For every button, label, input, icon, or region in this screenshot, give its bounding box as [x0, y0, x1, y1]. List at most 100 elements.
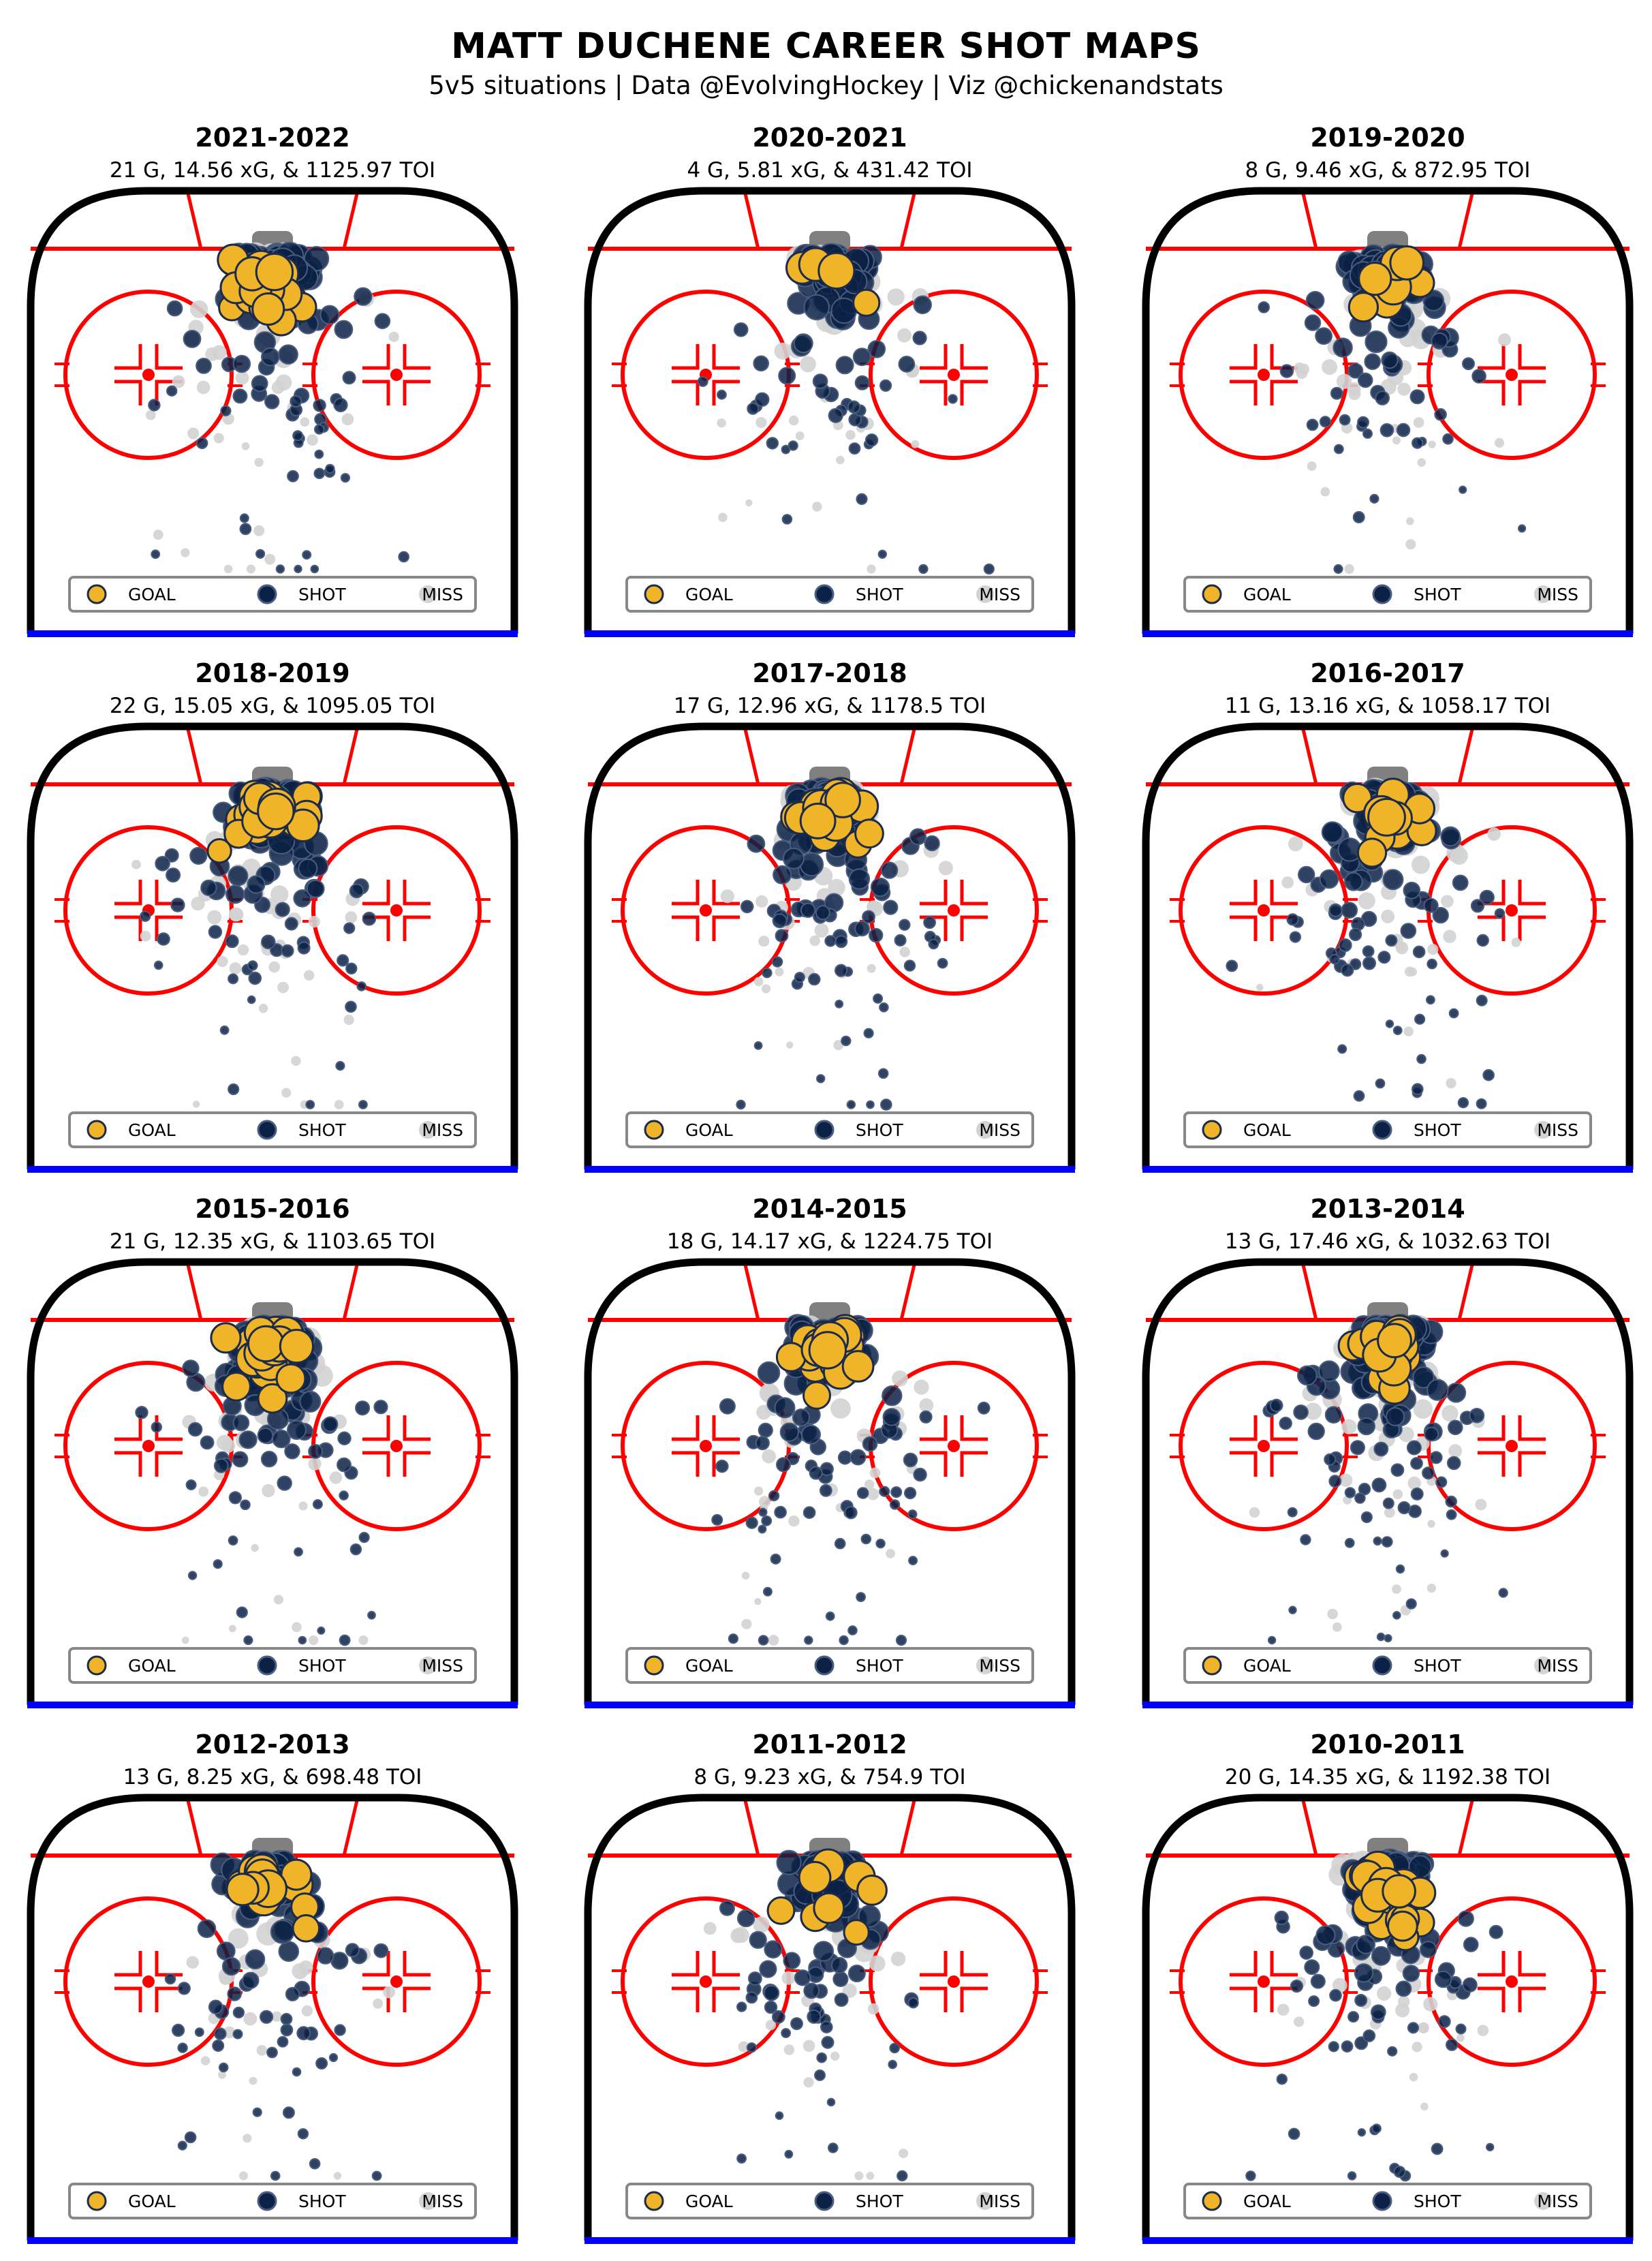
shot-marker — [1349, 927, 1362, 941]
shot-marker — [1337, 1044, 1347, 1054]
faceoff-l-mark — [114, 915, 142, 941]
miss-marker — [228, 1625, 236, 1633]
shot-marker — [339, 1634, 351, 1646]
shot-marker — [1324, 1406, 1343, 1424]
shot-marker — [835, 356, 854, 375]
legend-miss-label: MISS — [1537, 1120, 1578, 1140]
goal-marker — [766, 1896, 796, 1925]
miss-marker — [1344, 564, 1354, 574]
miss-marker — [131, 859, 141, 870]
miss-marker — [1392, 1489, 1403, 1500]
shot-marker — [290, 395, 302, 407]
faceoff-l-mark — [672, 1451, 700, 1477]
shot-marker — [1339, 414, 1351, 426]
shot-marker — [758, 1507, 768, 1517]
shot-marker — [148, 399, 161, 412]
shot-marker — [328, 2052, 339, 2063]
shot-map-panel: 2020-2021 4 G, 5.81 xG, & 431.42 TOI GOAL S… — [571, 123, 1089, 654]
shot-marker — [826, 2097, 836, 2107]
miss-marker — [867, 564, 876, 574]
legend-goal-icon — [644, 1120, 664, 1140]
shot-marker — [1446, 2038, 1459, 2051]
shot-marker — [260, 2010, 274, 2024]
miss-marker — [1427, 1584, 1436, 1593]
shot-marker — [373, 1400, 388, 1415]
shot-marker — [790, 2017, 803, 2031]
legend-miss-label: MISS — [422, 1656, 463, 1676]
legend: GOAL SHOT MISS — [625, 576, 1034, 613]
miss-marker — [271, 2011, 282, 2022]
shot-marker — [890, 1486, 903, 1498]
miss-marker — [237, 944, 249, 956]
goal-marker — [292, 1914, 321, 1943]
shot-marker — [197, 1919, 217, 1939]
shot-marker — [812, 373, 828, 389]
shot-marker — [278, 344, 298, 365]
panel-stats-line: 8 G, 9.46 xG, & 872.95 TOI — [1245, 158, 1531, 183]
faceoff-l-mark — [1518, 915, 1546, 941]
panel-stats-line: 21 G, 14.56 xG, & 1125.97 TOI — [109, 158, 436, 183]
miss-marker — [1441, 895, 1454, 908]
goal-marker — [1389, 245, 1425, 281]
trapezoid-line-right — [342, 190, 360, 249]
goal-marker — [775, 1342, 807, 1372]
shot-marker — [898, 356, 916, 373]
faceoff-l-mark — [712, 915, 740, 941]
shot-marker — [339, 1490, 349, 1501]
shot-marker — [1364, 353, 1382, 370]
shot-marker — [1440, 1549, 1449, 1558]
shot-marker — [337, 954, 349, 967]
shot-marker — [835, 1000, 844, 1009]
faceoff-l-mark — [1230, 880, 1258, 906]
miss-marker — [1399, 1426, 1414, 1443]
legend: GOAL SHOT MISS — [68, 1647, 477, 1684]
miss-marker — [181, 548, 190, 557]
goal-marker — [798, 1860, 832, 1894]
shot-marker — [218, 2062, 229, 2073]
shot-marker — [313, 399, 326, 412]
shot-marker — [1369, 493, 1380, 504]
shot-marker — [213, 1458, 229, 1473]
faceoff-l-mark — [362, 380, 390, 405]
shot-marker — [1463, 1937, 1479, 1952]
miss-marker — [1418, 2022, 1429, 2033]
miss-marker — [192, 1101, 200, 1108]
shot-marker — [1269, 1398, 1283, 1413]
shot-marker — [1393, 2166, 1406, 2178]
shot-marker — [1469, 1408, 1485, 1424]
shot-marker — [1288, 2127, 1300, 2140]
rink-boards — [1142, 722, 1634, 1169]
legend-miss-label: MISS — [979, 1120, 1020, 1140]
miss-marker — [845, 430, 856, 440]
rink-boards — [27, 722, 518, 1169]
goal-marker — [843, 1919, 870, 1946]
faceoff-dot-left — [1258, 1975, 1270, 1988]
goal-marker — [221, 1371, 251, 1402]
shot-marker — [755, 392, 770, 407]
shot-marker — [814, 2069, 826, 2081]
shot-marker — [277, 2035, 289, 2048]
miss-marker — [1477, 2025, 1489, 2036]
shot-marker — [1397, 1501, 1411, 1515]
goal-marker — [275, 1363, 307, 1394]
shot-marker — [794, 1969, 811, 1986]
miss-marker — [803, 2077, 814, 2088]
miss-marker — [303, 970, 315, 981]
shot-marker — [1279, 1417, 1292, 1430]
miss-marker — [196, 380, 211, 395]
shot-marker — [297, 2128, 309, 2140]
faceoff-circle-left — [1179, 1896, 1349, 2067]
faceoff-l-mark — [1518, 380, 1546, 405]
miss-marker — [758, 936, 770, 947]
miss-marker — [754, 1598, 762, 1605]
legend: GOAL SHOT MISS — [1183, 1647, 1592, 1684]
miss-marker — [1398, 1995, 1410, 2008]
shot-marker — [172, 2023, 185, 2037]
shot-marker — [1354, 1492, 1366, 1504]
shot-map-panel: 2014-2015 18 G, 14.17 xG, & 1224.75 TOI GO… — [571, 1194, 1089, 1725]
faceoff-l-mark — [1478, 1986, 1506, 2012]
trapezoid-line-right — [1457, 1261, 1475, 1321]
faceoff-circle-right — [869, 1896, 1039, 2067]
shot-marker — [757, 1361, 781, 1385]
faceoff-dot-left — [1258, 369, 1270, 381]
